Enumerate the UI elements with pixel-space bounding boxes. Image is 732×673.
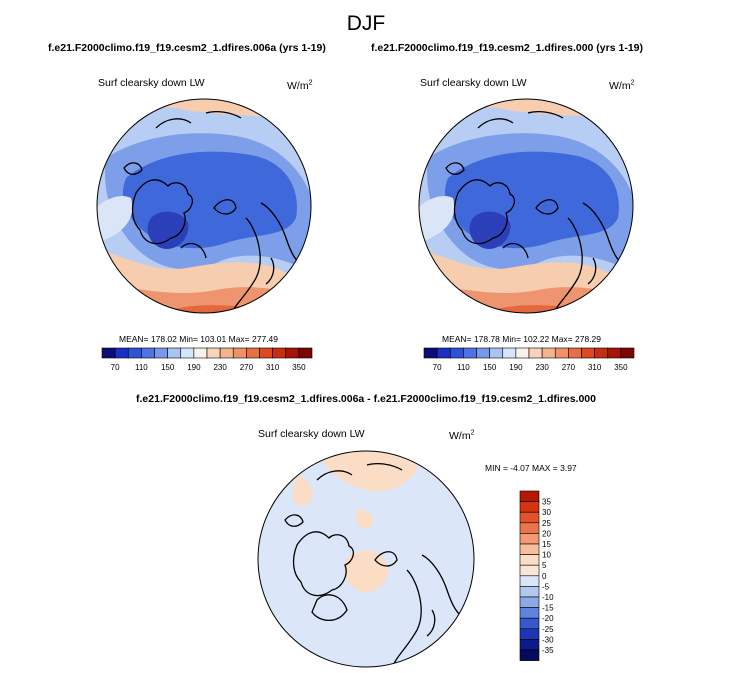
right-colorbar-cell: [449, 347, 464, 359]
right-colorbar-label: 70: [433, 363, 442, 372]
diff-colorbar-cell: [519, 586, 540, 598]
diff-colorbar-cell: [519, 639, 540, 651]
right-colorbar-cell: [502, 347, 517, 359]
right-colorbar-cell: [423, 347, 438, 359]
left-colorbar-cell: [232, 347, 247, 359]
left-colorbar-label: 150: [161, 363, 175, 372]
diff-colorbar-cell: [519, 649, 540, 661]
right-units: W/m2: [609, 79, 635, 93]
right-colorbar-cell: [528, 347, 543, 359]
season-title: DJF: [346, 12, 386, 35]
diff-colorbar-cell: [519, 628, 540, 640]
left-colorbar-cell: [219, 347, 234, 359]
diff-colorbar-cell: [519, 543, 540, 555]
left-stats: MEAN= 178.02 Min= 103.01 Max= 277.49: [119, 334, 279, 344]
diff-colorbar-label: 35: [542, 498, 551, 507]
diff-colorbar-cell: [519, 522, 540, 534]
left-colorbar-label: 190: [187, 363, 201, 372]
right-colorbar-label: 310: [588, 363, 602, 372]
diff-colorbar-cell: [519, 596, 540, 608]
diff-colorbar-label: 20: [542, 529, 551, 538]
right-colorbar-cell: [594, 347, 609, 359]
left-colorbar-label: 230: [213, 363, 227, 372]
right-field-label: Surf clearsky down LW: [420, 77, 527, 89]
diff-stats: MIN = -4.07 MAX = 3.97: [485, 463, 577, 473]
diff-colorbar-cell: [519, 490, 540, 502]
left-colorbar-label: 70: [111, 363, 120, 372]
diff-colorbar-cell: [519, 607, 540, 619]
left-colorbar-cell: [180, 347, 195, 359]
diff-colorbar-cell: [519, 575, 540, 587]
diff-colorbar-label: -25: [542, 625, 554, 634]
right-colorbar-cell: [554, 347, 569, 359]
left-colorbar-cell: [101, 347, 116, 359]
right-polar-map: [418, 98, 634, 314]
left-colorbar-cell: [114, 347, 129, 359]
left-polar-map: [96, 98, 312, 314]
diff-units: W/m2: [449, 429, 475, 443]
left-case-title: f.e21.F2000climo.f19_f19.cesm2_1.dfires.…: [48, 42, 326, 54]
diff-colorbar-label: -35: [542, 646, 554, 655]
right-colorbar-cell: [436, 347, 451, 359]
diff-colorbar-cell: [519, 564, 540, 577]
right-colorbar-cell: [568, 347, 582, 359]
left-coastlines: [123, 111, 307, 313]
right-colorbar-label: 350: [614, 363, 628, 372]
left-field-label: Surf clearsky down LW: [98, 77, 205, 89]
left-colorbar-label: 350: [292, 363, 306, 372]
diff-colorbar-cell: [519, 511, 540, 524]
right-colorbar-label: 190: [509, 363, 523, 372]
right-colorbar-label: 270: [562, 363, 576, 372]
left-colorbar-cell: [272, 347, 287, 359]
right-colorbar-label: 110: [457, 363, 470, 372]
left-colorbar-cell: [246, 347, 260, 359]
left-colorbar-cell: [154, 347, 168, 359]
left-colorbar-cell: [193, 347, 208, 359]
diff-colorbar-label: 5: [542, 561, 547, 570]
right-colorbar-label: 230: [535, 363, 549, 372]
left-colorbar-cell: [167, 347, 182, 359]
diff-colorbar-label: 10: [542, 551, 551, 560]
diff-colorbar-label: 0: [542, 572, 547, 581]
diff-colorbar-label: -5: [542, 582, 550, 591]
diff-colorbar-label: 15: [542, 540, 551, 549]
left-units: W/m2: [287, 79, 313, 93]
left-colorbar-cell: [259, 347, 273, 359]
right-colorbar-cell: [607, 347, 622, 359]
diff-colorbar-label: -15: [542, 604, 554, 613]
right-colorbar-cell: [581, 347, 595, 359]
right-colorbar-label: 150: [483, 363, 497, 372]
left-colorbar-label: 270: [240, 363, 254, 372]
right-colorbar: 70 110 150 190 230 270 310 350: [423, 347, 635, 372]
left-colorbar-cell: [298, 347, 313, 359]
diff-colorbar-label: 25: [542, 519, 551, 528]
right-colorbar-cell: [620, 347, 635, 359]
left-colorbar-label: 310: [266, 363, 280, 372]
left-colorbar: 70 110 150 190 230 270 310 350: [101, 347, 313, 372]
right-colorbar-cell: [463, 347, 477, 359]
right-colorbar-cell: [489, 347, 504, 359]
left-colorbar-label: 110: [135, 363, 148, 372]
diff-colorbar-cell: [519, 533, 540, 545]
left-colorbar-cell: [206, 347, 221, 359]
diff-colorbar-cell: [519, 617, 540, 630]
right-stats: MEAN= 178.78 Min= 102.22 Max= 278.29: [442, 334, 602, 344]
diff-polar-map: [257, 450, 475, 668]
diff-colorbar-label: -20: [542, 614, 554, 623]
right-colorbar-cell: [476, 347, 490, 359]
right-colorbar-cell: [541, 347, 556, 359]
right-colorbar-cell: [515, 347, 530, 359]
diff-colorbar-label: -30: [542, 635, 554, 644]
diff-colorbar-label: 30: [542, 508, 551, 517]
diff-case-title: f.e21.F2000climo.f19_f19.cesm2_1.dfires.…: [136, 393, 596, 405]
left-colorbar-cell: [285, 347, 300, 359]
diff-colorbar-label: -10: [542, 593, 554, 602]
diff-field-label: Surf clearsky down LW: [258, 428, 365, 440]
left-colorbar-cell: [141, 347, 155, 359]
diff-colorbar-cell: [519, 554, 540, 566]
left-colorbar-cell: [127, 347, 142, 359]
right-case-title: f.e21.F2000climo.f19_f19.cesm2_1.dfires.…: [371, 42, 644, 54]
diff-colorbar-cell: [519, 501, 540, 513]
